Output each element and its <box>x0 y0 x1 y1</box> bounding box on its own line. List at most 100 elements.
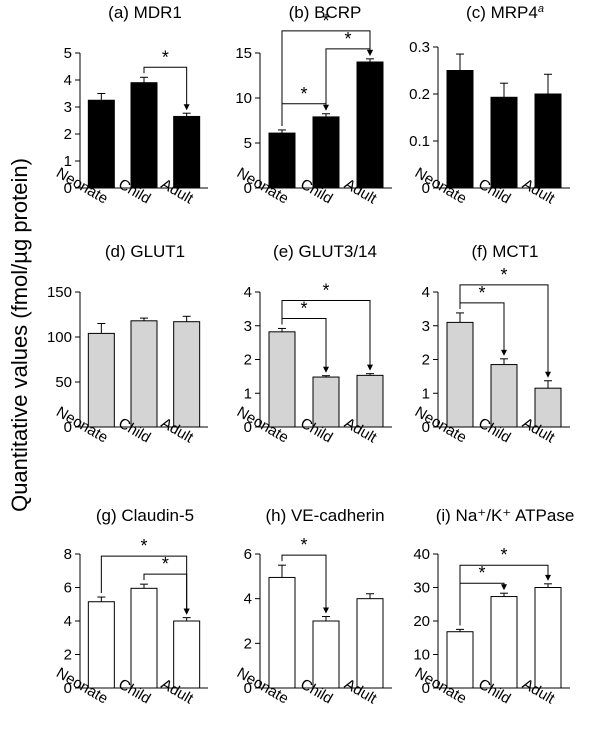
y-tick-label: 0.2 <box>409 86 430 103</box>
significance-label: * <box>300 84 307 104</box>
y-tick-label: 50 <box>55 374 72 391</box>
significance-bracket <box>459 564 549 626</box>
y-tick-label: 10 <box>413 647 430 664</box>
panel-title: (g) Claudin-5 <box>96 506 194 525</box>
bracket-arrowhead <box>367 49 373 56</box>
significance-label: * <box>478 283 485 303</box>
y-tick-label: 8 <box>64 546 72 563</box>
y-tick-label: 3 <box>64 99 72 116</box>
bracket-arrowhead <box>545 371 551 378</box>
bar <box>490 364 518 428</box>
bar <box>356 374 384 428</box>
y-tick-label: 100 <box>47 329 72 346</box>
bracket-arrowhead <box>183 608 190 615</box>
y-tick-label: 0 <box>64 180 72 197</box>
bar <box>356 61 384 189</box>
bar <box>534 93 562 189</box>
y-tick-label: 1 <box>244 385 252 402</box>
significance-label: * <box>344 29 351 49</box>
significance-bracket <box>143 66 188 110</box>
y-tick-label: 30 <box>413 580 430 597</box>
bar <box>130 587 158 689</box>
significance-bracket <box>281 30 371 126</box>
significance-label: * <box>162 554 169 574</box>
y-tick-label: 6 <box>64 580 72 597</box>
y-tick-label: 0 <box>244 180 252 197</box>
title-superscript: a <box>538 3 544 15</box>
bracket-arrowhead <box>501 349 507 356</box>
significance-label: * <box>500 265 507 285</box>
significance-label: * <box>322 280 329 300</box>
y-tick-label: 4 <box>244 591 252 608</box>
y-tick-label: 150 <box>47 284 72 301</box>
significance-bracket <box>100 555 188 614</box>
panel-title: (b) BCRP <box>289 3 362 22</box>
bar <box>268 331 296 428</box>
panel-title: (i) Na⁺/K⁺ ATPase <box>436 506 575 525</box>
y-tick-label: 1 <box>422 385 430 402</box>
y-tick-label: 2 <box>244 352 252 369</box>
bar <box>490 96 518 189</box>
y-tick-label: 1 <box>64 153 72 170</box>
y-tick-label: 10 <box>235 90 252 107</box>
bar <box>87 99 115 189</box>
y-tick-label: 2 <box>422 352 430 369</box>
y-tick-label: 0.1 <box>409 133 430 150</box>
significance-label: * <box>300 298 307 318</box>
panel-title: (d) GLUT1 <box>105 242 185 261</box>
y-tick-label: 5 <box>244 135 252 152</box>
bracket-arrowhead <box>183 104 190 111</box>
bar <box>130 82 158 189</box>
y-tick-label: 3 <box>422 318 430 335</box>
y-tick-label: 4 <box>64 72 72 89</box>
significance-label: * <box>140 536 147 556</box>
y-tick-label: 0 <box>244 680 252 697</box>
y-tick-label: 2 <box>64 126 72 143</box>
panel-title: (f) MCT1 <box>471 242 538 261</box>
bar <box>534 587 562 689</box>
bar <box>268 576 296 689</box>
bar <box>534 387 562 428</box>
bracket-arrowhead <box>545 574 551 581</box>
y-tick-label: 0 <box>422 680 430 697</box>
bar <box>268 132 296 189</box>
bracket-arrowhead <box>323 366 329 373</box>
y-tick-label: 2 <box>64 647 72 664</box>
y-tick-label: 40 <box>413 546 430 563</box>
bar <box>446 70 474 189</box>
y-tick-label: 20 <box>413 613 430 630</box>
significance-label: * <box>500 545 507 565</box>
bar <box>173 321 201 428</box>
bracket-arrowhead <box>501 584 507 591</box>
significance-bracket <box>281 299 371 370</box>
y-tick-label: 0 <box>422 419 430 436</box>
bar <box>130 320 158 428</box>
bracket-arrowhead <box>367 364 373 371</box>
bar <box>356 598 384 689</box>
y-tick-label: 0 <box>64 419 72 436</box>
y-tick-label: 4 <box>244 284 252 301</box>
bar <box>312 620 340 689</box>
bracket-arrowhead <box>323 607 329 614</box>
panel-title: (h) VE-cadherin <box>265 506 384 525</box>
bar <box>312 376 340 428</box>
panel-title: (a) MDR1 <box>108 3 182 22</box>
bar <box>446 631 474 689</box>
significance-bracket <box>459 284 549 377</box>
bar <box>173 620 201 689</box>
bar <box>87 601 115 689</box>
y-tick-label: 0.3 <box>409 39 430 56</box>
panel-title: (e) GLUT3/14 <box>273 242 377 261</box>
significance-label: * <box>322 11 329 31</box>
significance-label: * <box>300 535 307 555</box>
bar <box>312 116 340 189</box>
